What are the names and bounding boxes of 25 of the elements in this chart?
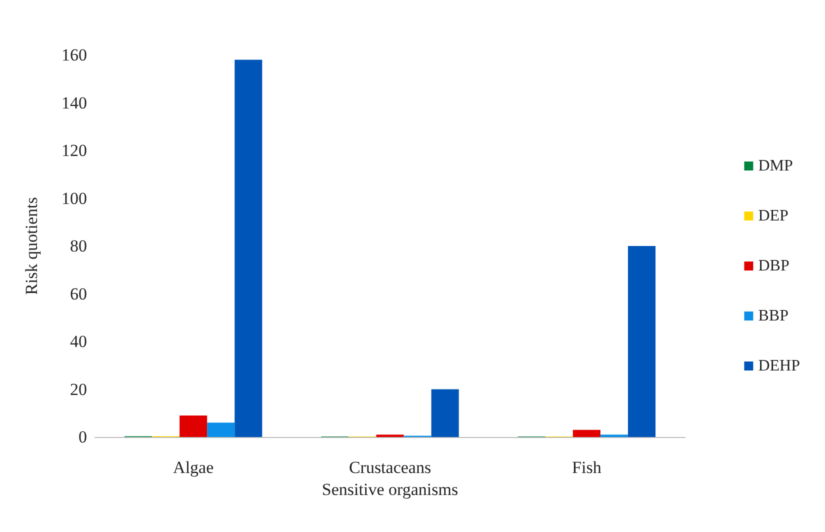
- legend-label: DMP: [758, 158, 793, 174]
- y-tick-label: 140: [62, 93, 87, 112]
- x-tick-label: Fish: [572, 458, 602, 477]
- bar: [234, 60, 262, 437]
- x-tick-label: Algae: [173, 458, 214, 477]
- legend-label: DEP: [758, 208, 789, 224]
- y-tick-label: 160: [62, 46, 87, 64]
- x-tick-label: Crustaceans: [348, 458, 432, 477]
- bar: [572, 430, 600, 437]
- bar: [207, 422, 235, 437]
- legend-label: DBP: [758, 258, 790, 274]
- y-tick-label: 80: [70, 236, 87, 256]
- y-tick-label: 0: [78, 428, 87, 446]
- y-axis-title: Risk quotients: [22, 197, 41, 295]
- legend-label: BBP: [758, 308, 789, 324]
- bar: [431, 389, 459, 437]
- y-tick-label: 20: [70, 380, 87, 399]
- legend-label: DEHP: [758, 358, 800, 374]
- x-axis-title: Sensitive organisms: [322, 480, 458, 499]
- y-tick-label: 40: [70, 332, 87, 351]
- y-tick-label: 120: [62, 141, 87, 160]
- y-tick-label: 100: [62, 188, 87, 208]
- bar: [628, 246, 656, 437]
- bar: [180, 416, 208, 437]
- y-tick-label: 60: [70, 284, 87, 304]
